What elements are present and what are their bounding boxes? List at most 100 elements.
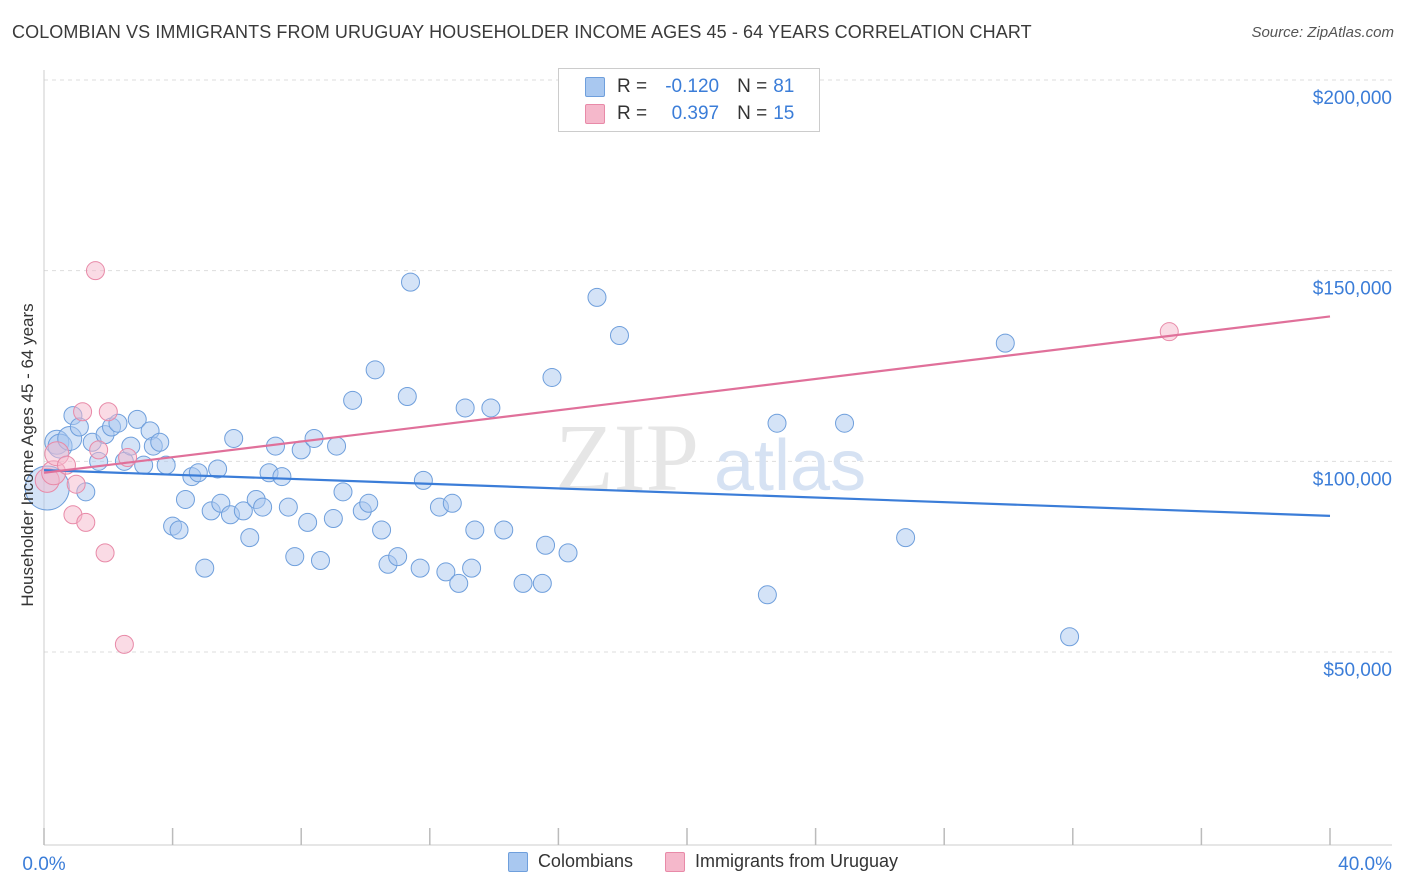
chart-title: COLOMBIAN VS IMMIGRANTS FROM URUGUAY HOU…: [12, 22, 1032, 42]
point-colombians: [536, 535, 556, 555]
legend-swatch-blue: [585, 77, 605, 97]
point-colombians: [449, 573, 469, 593]
point-colombians: [609, 325, 629, 345]
point-colombians: [397, 387, 417, 407]
point-uruguay: [98, 402, 118, 422]
point-colombians: [513, 573, 533, 593]
point-colombians: [365, 360, 385, 380]
watermark: ZIP atlas: [555, 404, 866, 511]
point-colombians: [372, 520, 392, 540]
point-colombians: [327, 436, 347, 456]
point-colombians: [410, 558, 430, 578]
y-tick-label: $100,000: [1313, 469, 1392, 490]
point-colombians: [323, 509, 343, 529]
legend-label-uruguay: Immigrants from Uruguay: [694, 851, 899, 871]
y-tick-label: $50,000: [1323, 660, 1392, 681]
point-uruguay: [76, 512, 96, 532]
point-colombians: [465, 520, 485, 540]
point-colombians: [455, 398, 475, 418]
y-axis-label: Householder Income Ages 45 - 64 years: [18, 303, 37, 607]
point-uruguay: [85, 261, 105, 281]
correlation-legend: R = -0.120 N = 81 R = 0.397 N = 15: [558, 68, 820, 132]
trend-lines: [43, 315, 1331, 517]
legend-n-value: 15: [773, 103, 795, 124]
legend-r-label: R =: [617, 103, 648, 124]
legend-n-value: 81: [773, 76, 795, 97]
point-colombians: [310, 550, 330, 570]
point-colombians: [233, 501, 253, 521]
point-colombians: [253, 497, 273, 517]
point-colombians: [388, 547, 408, 567]
legend-row-uruguay: R = 0.397 N = 15: [585, 102, 794, 126]
point-colombians: [188, 463, 208, 483]
point-colombians: [298, 512, 318, 532]
watermark-zip: ZIP: [555, 404, 699, 511]
point-colombians: [401, 272, 421, 292]
legend-row-colombians: R = -0.120 N = 81: [585, 75, 794, 99]
legend-r-value: -0.120: [665, 76, 720, 97]
y-tick-labels: $50,000 $100,000 $150,000 $200,000: [1313, 88, 1392, 681]
point-colombians: [436, 562, 456, 582]
legend-swatch-blue: [507, 851, 528, 872]
legend-swatch-pink: [585, 104, 605, 124]
legend-label-colombians: Colombians: [537, 851, 633, 871]
legend-r-label: R =: [617, 76, 648, 97]
legend-n-label: N =: [737, 76, 768, 97]
point-colombians: [169, 520, 189, 540]
x-tick-labels: 0.0% 40.0%: [22, 854, 1392, 875]
point-colombians: [995, 333, 1015, 353]
point-colombians: [240, 528, 260, 548]
trend-line-uruguay: [43, 315, 1331, 474]
point-colombians: [1060, 627, 1080, 647]
trend-line-colombians: [43, 469, 1331, 517]
point-colombians: [285, 547, 305, 567]
point-uruguay: [73, 402, 93, 422]
x-ticks: [43, 828, 1331, 845]
point-colombians: [481, 398, 501, 418]
point-colombians: [835, 413, 855, 433]
y-tick-label: $200,000: [1313, 88, 1392, 109]
watermark-atlas: atlas: [714, 426, 866, 506]
point-colombians: [333, 482, 353, 502]
series-colombians: [24, 272, 1080, 647]
x-tick-label: 40.0%: [1338, 854, 1392, 875]
point-colombians: [272, 467, 292, 487]
point-colombians: [442, 493, 462, 513]
point-colombians: [175, 489, 195, 509]
point-colombians: [343, 390, 363, 410]
point-colombians: [757, 585, 777, 605]
point-colombians: [195, 558, 215, 578]
point-colombians: [542, 367, 562, 387]
point-colombians: [224, 428, 244, 448]
point-colombians: [150, 432, 170, 452]
x-tick-label: 0.0%: [22, 854, 65, 875]
legend-swatch-pink: [664, 851, 685, 872]
point-uruguay: [114, 634, 134, 654]
point-colombians: [532, 573, 552, 593]
series-legend: Colombians Immigrants from Uruguay: [0, 851, 1406, 872]
point-colombians: [359, 493, 379, 513]
source-credit: Source: ZipAtlas.com: [1251, 24, 1394, 41]
legend-r-value: 0.397: [671, 103, 720, 124]
point-colombians: [208, 459, 228, 479]
legend-item-colombians[interactable]: Colombians: [507, 851, 633, 872]
legend-item-uruguay[interactable]: Immigrants from Uruguay: [664, 851, 899, 872]
axes: [43, 70, 1392, 846]
y-tick-label: $150,000: [1313, 279, 1392, 300]
point-colombians: [558, 543, 578, 563]
legend-n-label: N =: [737, 103, 768, 124]
point-colombians: [896, 528, 916, 548]
point-uruguay: [95, 543, 115, 563]
grid-lines: [44, 79, 1392, 653]
point-uruguay: [1159, 322, 1179, 342]
point-colombians: [278, 497, 298, 517]
point-colombians: [413, 470, 433, 490]
point-colombians: [494, 520, 514, 540]
point-uruguay: [66, 474, 86, 494]
point-colombians: [587, 287, 607, 307]
point-colombians: [767, 413, 787, 433]
point-uruguay: [89, 440, 109, 460]
point-colombians: [127, 409, 147, 429]
point-colombians: [462, 558, 482, 578]
